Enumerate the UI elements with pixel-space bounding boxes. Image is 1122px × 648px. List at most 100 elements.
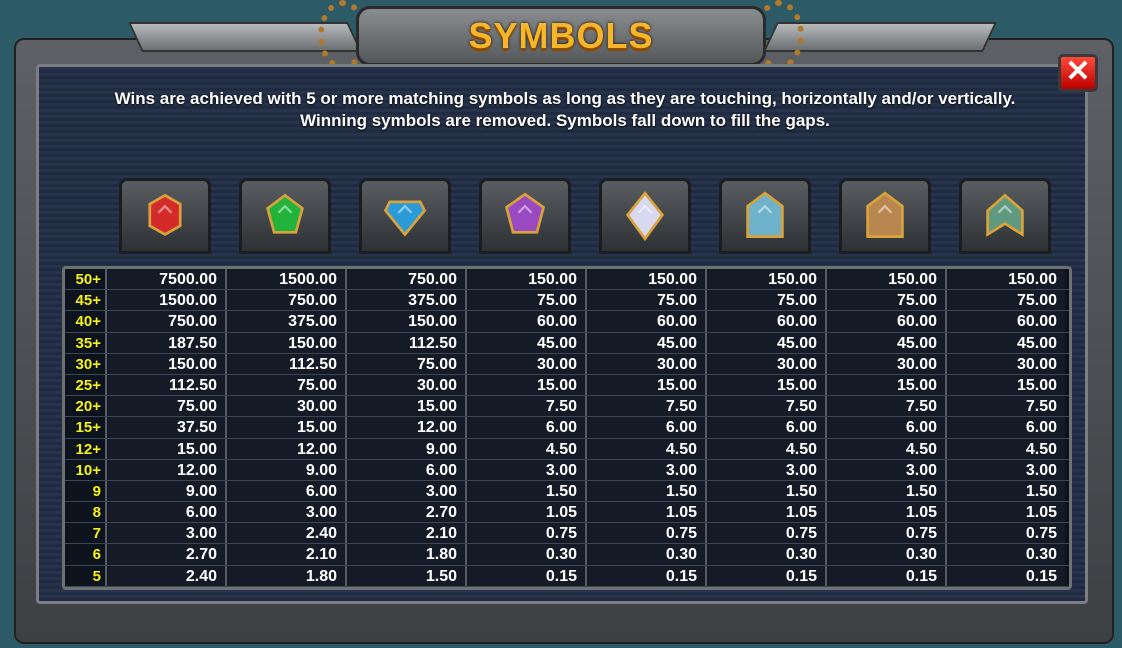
payout-cell: 750.00 [345, 269, 465, 290]
page-title: SYMBOLS [468, 15, 654, 56]
payout-cell: 15.00 [585, 374, 705, 396]
blue-chevron-icon [746, 191, 784, 239]
payout-cell: 0.30 [705, 544, 825, 565]
payout-cell: 187.50 [105, 332, 225, 353]
payout-cell: 4.50 [705, 438, 825, 459]
payout-cell: 375.00 [225, 311, 345, 332]
payout-cell: 2.10 [345, 523, 465, 544]
symbol-count: 10+ [75, 461, 101, 479]
payout-cell: 375.00 [345, 290, 465, 311]
payout-cell: 45.00 [705, 332, 825, 353]
payout-cell: 7.50 [585, 396, 705, 417]
rules-line-1: Wins are achieved with 5 or more matchin… [114, 89, 1016, 108]
payout-cell: 3.00 [105, 523, 225, 544]
payout-cell: 6.00 [705, 417, 825, 438]
payout-cell: 60.00 [825, 311, 945, 332]
payout-cell: 150.00 [345, 311, 465, 332]
table-row: 7 3.00 2.40 2.10 0.75 0.75 0.75 0.75 0.75 [65, 523, 1069, 545]
payout-cell: 75.00 [465, 290, 585, 311]
payout-cell: 0.75 [825, 523, 945, 544]
payout-cell: 3.00 [465, 459, 585, 480]
green-gem-icon [266, 193, 304, 234]
symbol-tile [479, 178, 571, 254]
payout-cell: 1.50 [345, 565, 465, 586]
table-row: 35+ 187.50 150.00 112.50 45.00 45.00 45.00 45.0… [65, 332, 1069, 354]
payout-cell: 30.00 [465, 353, 585, 374]
close-button[interactable]: ✕ [1058, 54, 1098, 92]
bronze-chevron-icon [866, 191, 904, 239]
payout-cell: 112.50 [225, 353, 345, 374]
payout-cell: 30.00 [705, 353, 825, 374]
payout-cell: 2.70 [105, 544, 225, 565]
payout-cell: 150.00 [585, 269, 705, 290]
payout-cell: 75.00 [825, 290, 945, 311]
purple-star-icon [504, 192, 546, 234]
payout-cell: 1.80 [345, 544, 465, 565]
payout-cell: 12.00 [225, 438, 345, 459]
payout-cell: 0.75 [585, 523, 705, 544]
payout-cell: 75.00 [225, 374, 345, 396]
payout-cell: 150.00 [465, 269, 585, 290]
rules-line-2: Winning symbols are removed. Symbols fal… [300, 111, 830, 130]
symbol-count: 8 [92, 504, 101, 522]
paytable: 50+ 7500.00 1500.00 750.00 150.00 150.00 150.0… [62, 266, 1072, 590]
green-chevron-icon [986, 193, 1024, 237]
symbol-count: 30+ [75, 355, 101, 373]
payout-cell: 4.50 [465, 438, 585, 459]
symbol-count: 20+ [75, 398, 101, 416]
symbol-count: 5 [92, 567, 101, 585]
payout-cell: 30.00 [345, 374, 465, 396]
red-gem-icon [148, 193, 182, 237]
payout-cell: 0.75 [945, 523, 1065, 544]
payout-cell: 45.00 [945, 332, 1065, 353]
payout-cell: 4.50 [825, 438, 945, 459]
payout-cell: 45.00 [825, 332, 945, 353]
payout-cell: 15.00 [945, 374, 1065, 396]
payout-cell: 7.50 [825, 396, 945, 417]
payout-cell: 6.00 [945, 417, 1065, 438]
table-row: 10+ 12.00 9.00 6.00 3.00 3.00 3.00 3.00 3.00 [65, 459, 1069, 481]
blue-diamond-icon [383, 200, 427, 237]
payout-cell: 1.05 [705, 502, 825, 523]
table-row: 50+ 7500.00 1500.00 750.00 150.00 150.00 150.0… [65, 269, 1069, 291]
payout-cell: 60.00 [585, 311, 705, 332]
payout-cell: 150.00 [825, 269, 945, 290]
payout-cell: 0.30 [585, 544, 705, 565]
payout-cell: 2.70 [345, 502, 465, 523]
symbol-tile [359, 178, 451, 254]
payout-cell: 3.00 [345, 480, 465, 502]
payout-cell: 1.05 [945, 502, 1065, 523]
payout-cell: 9.00 [225, 459, 345, 480]
payout-cell: 7.50 [465, 396, 585, 417]
payout-cell: 30.00 [945, 353, 1065, 374]
payout-cell: 75.00 [345, 353, 465, 374]
white-diamond-icon [625, 191, 665, 241]
payout-cell: 3.00 [945, 459, 1065, 480]
payout-cell: 15.00 [345, 396, 465, 417]
payout-cell: 60.00 [705, 311, 825, 332]
payout-cell: 1.05 [825, 502, 945, 523]
payout-cell: 15.00 [105, 438, 225, 459]
symbol-count: 7 [92, 525, 101, 543]
symbol-tile [959, 178, 1051, 254]
payout-cell: 1.05 [465, 502, 585, 523]
payout-cell: 45.00 [465, 332, 585, 353]
payout-cell: 112.50 [105, 374, 225, 396]
payout-cell: 1.80 [225, 565, 345, 586]
symbol-tile [599, 178, 691, 254]
payout-cell: 30.00 [225, 396, 345, 417]
payout-cell: 750.00 [225, 290, 345, 311]
payout-cell: 75.00 [945, 290, 1065, 311]
table-row: 20+ 75.00 30.00 15.00 7.50 7.50 7.50 7.50 7.50 [65, 396, 1069, 418]
symbol-count: 9 [92, 482, 101, 500]
payout-cell: 4.50 [945, 438, 1065, 459]
symbol-count: 45+ [75, 292, 101, 310]
title-plate: SYMBOLS [356, 6, 766, 66]
symbol-count: 6 [92, 546, 101, 564]
payout-cell: 60.00 [945, 311, 1065, 332]
table-row: 5 2.40 1.80 1.50 0.15 0.15 0.15 0.15 0.15 [65, 565, 1069, 587]
symbol-count: 40+ [75, 313, 101, 331]
payout-cell: 6.00 [105, 502, 225, 523]
payout-cell: 0.75 [705, 523, 825, 544]
table-row: 12+ 15.00 12.00 9.00 4.50 4.50 4.50 4.50 4.50 [65, 438, 1069, 460]
